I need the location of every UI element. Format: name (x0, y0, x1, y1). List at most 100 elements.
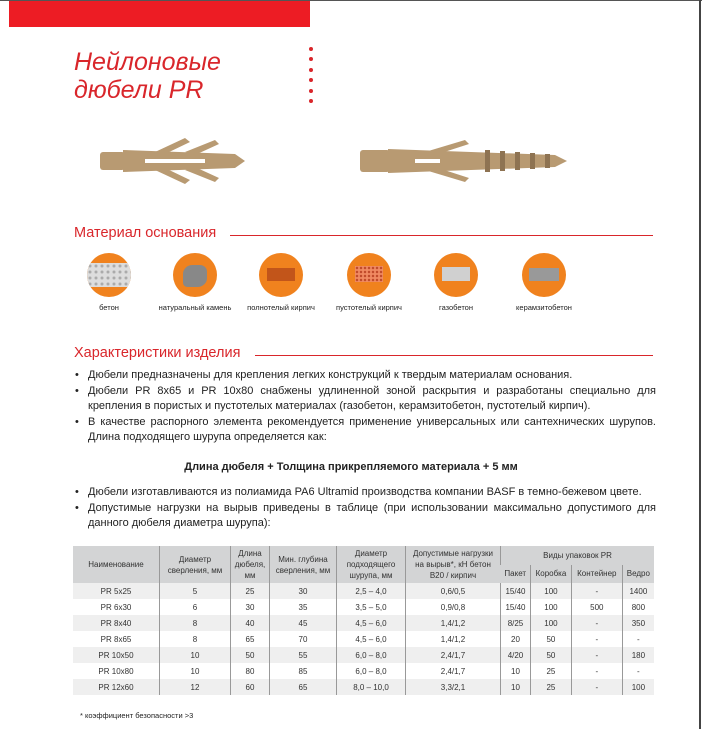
material-label: пустотелый кирпич (336, 303, 402, 312)
table-row: PR 6x30 6 30 35 3,5 – 5,0 0,9/0,8 15/40 100 500 8… (73, 599, 654, 615)
aerated-concrete-icon (434, 253, 478, 297)
table-cell: 40 (230, 615, 270, 631)
col-header-group: Виды упаковок PR (500, 546, 654, 565)
table-cell: PR 10x80 (98, 666, 134, 676)
top-border (0, 0, 702, 1)
material-item: полнотелый кирпич (238, 253, 324, 312)
bullet-item: В качестве распорного элемента рекоменду… (74, 415, 656, 446)
table-cell: 5 (159, 583, 231, 599)
table-cell: 500 (570, 599, 623, 615)
table-cell: 55 (269, 647, 337, 663)
table-cell: 6,0 – 8,0 (336, 663, 406, 679)
table-cell: 50 (230, 647, 270, 663)
table-cell: 80 (230, 663, 270, 679)
table-cell: 100 (621, 679, 654, 695)
table-header-row: Наименование Диаметр сверления, мм Длина… (73, 546, 654, 583)
decorative-dots (309, 47, 313, 109)
table-cell: 100 (529, 599, 572, 615)
col-header: Допустимые нагрузки на вырыв*, кН бетон … (405, 546, 501, 583)
table-cell: PR 5x25 (73, 583, 160, 599)
table-cell: 100 (529, 615, 572, 631)
table-cell: 20 (500, 631, 531, 647)
table-cell: 0,6/0,5 (405, 583, 501, 599)
section-heading-specs: Характеристики изделия (74, 345, 241, 361)
table-cell: - (570, 679, 623, 695)
table-cell: PR 8x65 (100, 634, 132, 644)
header-red-bar (9, 1, 310, 27)
table-cell: 30 (269, 583, 337, 599)
table-cell: 50 (529, 647, 572, 663)
table-cell: 10 (500, 663, 531, 679)
table-cell: 8,0 – 10,0 (336, 679, 406, 695)
table-cell: PR 12x60 (73, 679, 160, 695)
table-cell: - (621, 631, 654, 647)
table-cell: 4,5 – 6,0 (336, 631, 406, 647)
table-cell: 25 (529, 679, 572, 695)
table-cell: 65 (230, 631, 270, 647)
dowel-long-icon (360, 140, 567, 182)
material-label: керамзитобетон (516, 303, 572, 312)
table-cell: 70 (269, 631, 337, 647)
material-item: газобетон (413, 253, 499, 312)
bullet-list-1: Дюбели предназначены для крепления легки… (74, 368, 656, 446)
table-cell: 15/40 (500, 599, 531, 615)
table-cell: 25 (529, 663, 572, 679)
col-header: Длина дюбеля, мм (230, 546, 270, 583)
section-divider (255, 355, 653, 356)
table-cell: 10 (159, 663, 231, 679)
material-label: полнотелый кирпич (247, 303, 315, 312)
table-cell: - (621, 663, 654, 679)
table-row: PR 5x25 5 25 30 2,5 – 4,0 0,6/0,5 15/40 100-140… (73, 583, 654, 599)
section-heading-material: Материал основания (74, 225, 217, 241)
table-cell: 2,4/1,7 (405, 647, 501, 663)
section-divider (230, 235, 653, 236)
table-cell: PR 10x50 (73, 647, 160, 663)
table-row: PR 8x40 8 40 45 4,5 – 6,0 1,4/1,2 8/25 100-350 (73, 615, 654, 631)
material-item: натуральный камень (152, 253, 238, 312)
table-cell: 2,4/1,7 (405, 663, 501, 679)
table-cell: - (570, 663, 623, 679)
material-item: керамзитобетон (501, 253, 587, 312)
table-cell: - (570, 631, 623, 647)
table-cell: 6,0 – 8,0 (336, 647, 406, 663)
table-cell: 180 (621, 647, 654, 663)
concrete-icon (87, 253, 131, 297)
natural-stone-icon (173, 253, 217, 297)
col-header: Наименование (73, 546, 160, 583)
title-line-2: дюбели PR (74, 76, 204, 104)
material-item: пустотелый кирпич (326, 253, 412, 312)
table-cell: 1400 (621, 583, 654, 599)
col-header: Ведро (621, 564, 654, 583)
table-cell: 0,9/0,8 (405, 599, 501, 615)
table-row: PR 8x65 8 65 70 4,5 – 6,0 1,4/1,2 20 50- - (73, 631, 654, 647)
col-header: Коробка (529, 564, 572, 583)
table-cell: 35 (269, 599, 337, 615)
table-cell: 800 (621, 599, 654, 615)
col-header: Мин. глубина сверления, мм (269, 546, 337, 583)
dowel-short-icon (100, 138, 245, 184)
table-cell: 60 (230, 679, 270, 695)
table-cell: 8/25 (500, 615, 531, 631)
material-label: натуральный камень (158, 303, 232, 312)
table-cell: 1,4/1,2 (405, 615, 501, 631)
bullet-list-2: Дюбели изготавливаются из полиамида PA6 … (74, 485, 656, 532)
table-cell: 45 (269, 615, 337, 631)
table-cell: - (570, 647, 623, 663)
table-cell: - (570, 583, 623, 599)
page-title: Нейлоновые дюбели PR (74, 48, 221, 104)
material-label: бетон (99, 303, 119, 312)
table-cell: 65 (269, 679, 337, 695)
table-cell: 8 (159, 631, 231, 647)
table-cell: 1,4/1,2 (405, 631, 501, 647)
expanded-clay-block-icon (522, 253, 566, 297)
table-row: PR 10x80 10 80 85 6,0 – 8,0 2,4/1,7 10 25- - (73, 663, 654, 679)
table-cell: 10 (159, 647, 231, 663)
table-cell: 6 (159, 599, 231, 615)
table-cell: 3,5 – 5,0 (336, 599, 406, 615)
table-cell: 4/20 (500, 647, 531, 663)
material-item: бетон (66, 253, 152, 312)
dowel-images (100, 138, 567, 184)
bullet-item: Дюбели изготавливаются из полиамида PA6 … (74, 485, 656, 501)
table-cell: 100 (529, 583, 572, 599)
material-label: газобетон (439, 303, 473, 312)
